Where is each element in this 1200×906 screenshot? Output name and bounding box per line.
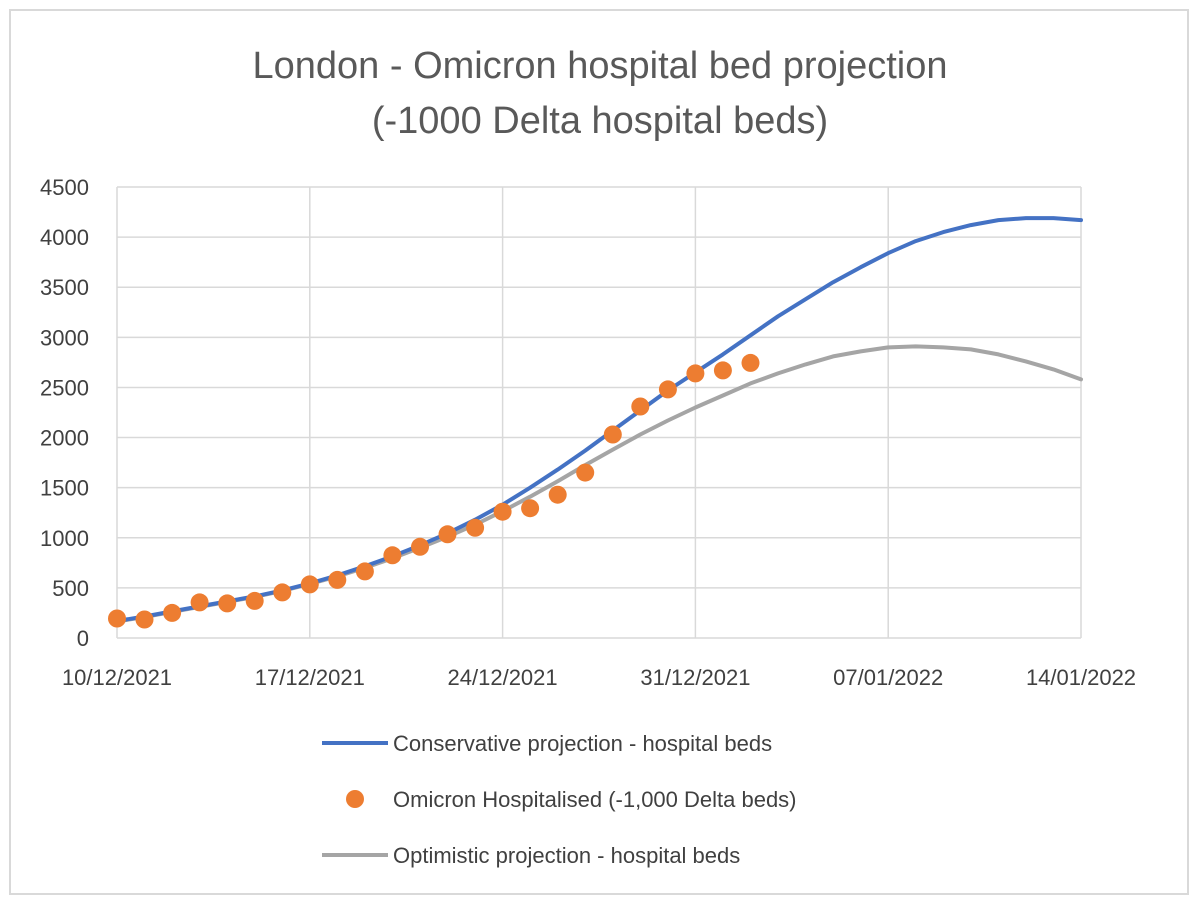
y-tick-label: 3500: [40, 275, 89, 300]
y-axis: 0 500 1000 1500 2000 2500 3000 3500 4000 4500: [40, 175, 89, 651]
x-tick-label: 14/01/2022: [1026, 665, 1136, 690]
data-point-omicron: [328, 570, 347, 589]
legend-label-optimistic: Optimistic projection - hospital beds: [393, 843, 740, 868]
data-point-omicron: [631, 397, 650, 416]
x-tick-label: 07/01/2022: [833, 665, 943, 690]
data-point-omicron: [548, 485, 567, 504]
data-point-omicron: [603, 425, 622, 444]
series-line-conservative: [115, 216, 1083, 623]
data-point-omicron: [493, 502, 512, 521]
y-tick-label: 4000: [40, 225, 89, 250]
x-tick-label: 24/12/2021: [448, 665, 558, 690]
y-tick-label: 3000: [40, 325, 89, 350]
data-point-omicron: [438, 525, 457, 544]
data-point-omicron: [383, 546, 402, 565]
legend-label-conservative: Conservative projection - hospital beds: [393, 731, 772, 756]
data-point-omicron: [190, 593, 209, 612]
data-point-omicron: [135, 610, 154, 629]
data-point-omicron: [713, 361, 732, 380]
data-point-omicron: [658, 380, 677, 399]
y-tick-label: 1000: [40, 526, 89, 551]
y-tick-label: 2000: [40, 426, 89, 451]
data-point-omicron: [218, 594, 237, 613]
plot-area: [108, 216, 1083, 629]
data-point-omicron: [686, 364, 705, 383]
x-tick-label: 31/12/2021: [640, 665, 750, 690]
grid: [116, 186, 1082, 638]
data-point-omicron: [576, 463, 595, 482]
legend: Conservative projection - hospital beds …: [322, 731, 797, 868]
data-point-omicron: [300, 575, 319, 594]
data-point-omicron: [355, 562, 374, 581]
chart-subtitle: (-1000 Delta hospital beds): [372, 100, 828, 142]
data-point-omicron: [741, 353, 760, 372]
y-tick-label: 500: [52, 576, 89, 601]
data-point-omicron: [108, 609, 126, 628]
legend-label-omicron: Omicron Hospitalised (-1,000 Delta beds): [393, 787, 797, 812]
x-tick-label: 10/12/2021: [62, 665, 172, 690]
data-point-omicron: [411, 537, 429, 556]
data-point-omicron: [273, 583, 292, 602]
y-tick-label: 4500: [40, 175, 89, 200]
y-tick-label: 0: [77, 626, 89, 651]
y-tick-label: 2500: [40, 375, 89, 400]
data-point-omicron: [245, 591, 264, 610]
x-tick-label: 17/12/2021: [255, 665, 365, 690]
legend-swatch-omicron: [346, 790, 364, 808]
y-tick-label: 1500: [40, 476, 89, 501]
data-point-omicron: [466, 518, 485, 537]
x-axis: 10/12/2021 17/12/2021 24/12/2021 31/12/2021…: [62, 637, 1136, 690]
chart-frame: [9, 9, 1189, 895]
data-point-omicron: [163, 603, 182, 622]
chart-title: London - Omicron hospital bed projection: [253, 45, 948, 87]
data-point-omicron: [521, 499, 540, 518]
